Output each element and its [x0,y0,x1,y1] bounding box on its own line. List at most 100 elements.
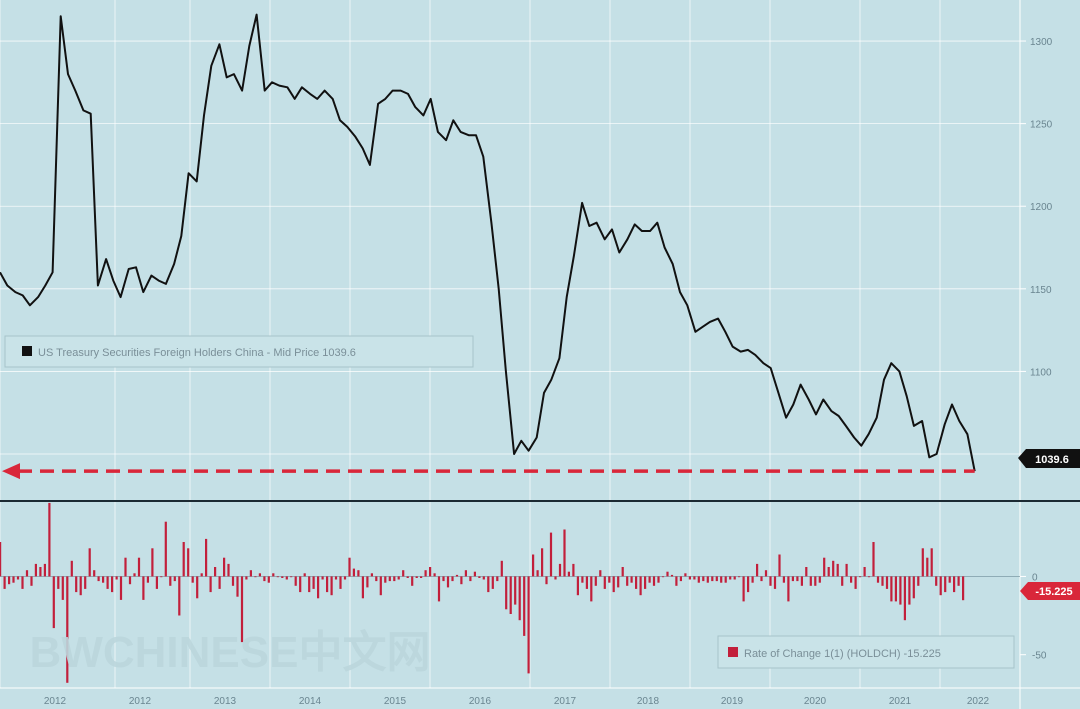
rate-bar [652,576,656,586]
upper-y-tick-label: 1200 [1030,202,1053,213]
lower-last-value-bg [1020,582,1080,600]
rate-bar [563,529,566,577]
rate-bar [137,557,141,577]
rate-bar [903,576,906,621]
upper-y-tick-label: 1150 [1030,285,1052,296]
rate-bar [554,576,557,580]
rate-bar [715,576,718,582]
rate-bar [214,567,217,577]
rate-bar [742,576,745,602]
rate-bar [151,548,154,577]
x-tick-label: 2013 [214,696,237,707]
rate-bar [370,573,373,577]
rate-bar [281,576,284,578]
x-tick-label: 2021 [889,696,912,707]
x-tick-label: 2019 [721,696,744,707]
rate-bar [617,576,620,588]
rate-bar [357,570,360,577]
rate-bar [330,576,333,596]
rate-bar [312,576,315,589]
rate-bar [16,576,20,580]
rate-bar [800,576,803,586]
rate-bar [34,563,37,577]
lower-legend: Rate of Change 1(1) (HOLDCH) -15.225 [717,635,1015,669]
rate-bar [693,576,696,580]
rate-bar [437,576,441,602]
rate-bar [832,560,835,577]
rate-bar [70,560,73,577]
rate-bar [514,576,517,605]
rate-bar [899,576,902,605]
rate-bar [599,570,602,577]
rate-bar [478,576,481,578]
rate-bar [729,576,732,580]
rate-bar [415,576,418,578]
upper-last-value-label: 1039.6 [1035,454,1069,466]
rate-bar [424,570,427,577]
lower-y-axis: 0 -50 [1020,572,1047,662]
rate-bar [491,576,494,589]
rate-bar [827,567,830,577]
rate-bar [227,563,230,577]
x-tick-label: 2012 [129,696,152,707]
rate-bar [88,548,91,577]
rate-bar [823,557,826,577]
rate-bar [697,576,700,583]
rate-bar [590,576,593,602]
rate-bar [796,576,799,582]
rate-bar [876,576,880,583]
rate-bar [733,576,736,580]
rate-bar [272,573,275,577]
x-tick-label: 2017 [554,696,577,707]
rate-bar [930,548,933,577]
rate-bar [12,576,15,583]
rate-bar [912,576,915,599]
rate-bar [558,563,562,577]
rate-bar [863,567,866,577]
rate-bar [294,576,297,586]
rate-bar [285,576,288,580]
rate-bar [854,576,857,589]
rate-bar [451,576,454,582]
upper-y-tick-label: 1100 [1030,367,1052,378]
rate-bar [160,576,163,578]
rate-bar [231,576,235,586]
upper-legend-text: US Treasury Securities Foreign Holders C… [38,347,356,359]
rate-bar [805,567,808,577]
rate-bar [115,576,118,580]
rate-bar [352,568,355,577]
rate-bar [317,576,320,599]
rate-bar [119,576,123,600]
rate-bar [97,576,100,582]
rate-bar [944,576,947,593]
rate-bar [711,576,714,582]
rate-bar [585,576,588,589]
rate-bar [670,574,674,577]
rate-bar [384,576,387,583]
rate-bar [348,557,351,577]
rate-bar [881,576,884,586]
rate-bar [747,576,750,593]
rate-bar [236,576,239,597]
rate-bar [178,576,181,616]
rate-bar [52,576,55,629]
rate-bar [66,576,69,683]
rate-bar [523,576,526,636]
rate-bar [182,542,185,577]
rate-bar [411,576,414,586]
rate-bar [84,576,87,589]
rate-bar [93,570,96,577]
rate-bar [509,576,512,614]
rate-bar [79,576,82,596]
rate-bar [142,576,145,600]
rate-bar [482,576,485,580]
upper-y-tick-label: 1250 [1030,120,1053,131]
rate-bar [639,576,642,596]
rate-bar [169,576,172,586]
rate-bar [917,576,920,586]
rate-bar [630,576,633,583]
rate-bar [388,576,391,582]
rate-bar [133,573,136,577]
rate-bar [885,576,889,589]
